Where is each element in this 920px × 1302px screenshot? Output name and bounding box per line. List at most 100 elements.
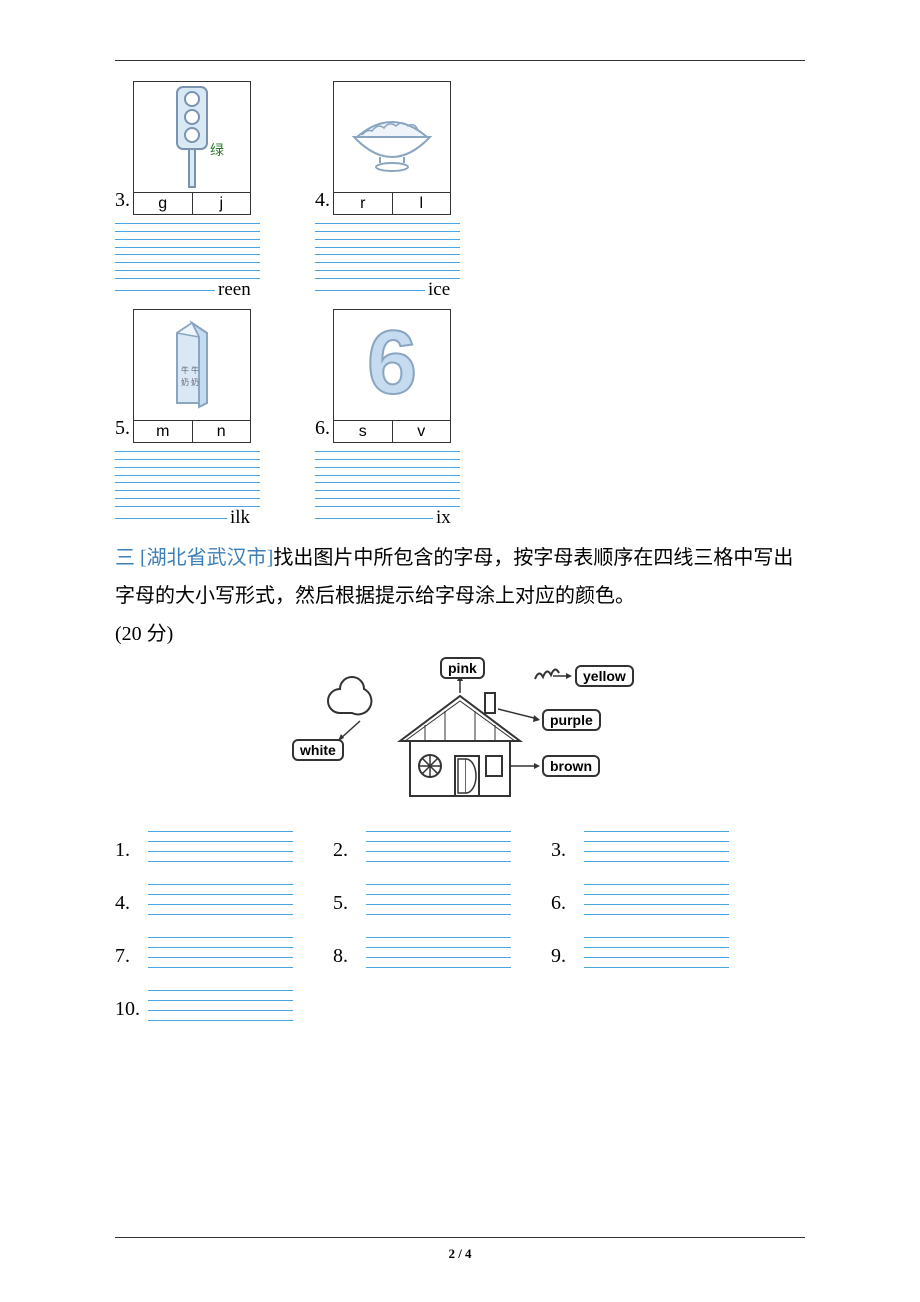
svg-text:牛: 牛 [191, 365, 199, 375]
blank-number: 5. [333, 884, 361, 915]
color-label-purple: purple [542, 709, 601, 731]
writing-lines[interactable] [315, 482, 460, 507]
blank-item: 10. [115, 990, 293, 1021]
suffix-text: ix [433, 507, 451, 529]
blank-item: 3. [551, 831, 729, 862]
number-six-icon: 6 [334, 310, 450, 420]
writing-lines[interactable] [584, 937, 729, 968]
item-top: 5. 牛 奶 牛 奶 m [115, 309, 260, 443]
writing-lines[interactable] [148, 831, 293, 862]
blank-number: 3. [551, 831, 579, 862]
letter-option[interactable]: m [134, 421, 193, 442]
writing-lines[interactable] [115, 223, 260, 248]
writing-lines[interactable] [584, 831, 729, 862]
letter-choices: s v [334, 420, 450, 442]
blank-item: 8. [333, 937, 511, 968]
suffix-text: ilk [227, 507, 250, 529]
letter-option[interactable]: j [193, 193, 251, 214]
svg-text:牛: 牛 [181, 365, 189, 375]
suffix-line [115, 290, 215, 291]
blank-number: 9. [551, 937, 579, 968]
blanks-row: 10. [115, 990, 805, 1021]
letter-option[interactable]: s [334, 421, 393, 442]
svg-text:6: 6 [367, 315, 417, 413]
blank-item: 6. [551, 884, 729, 915]
blank-number: 4. [115, 884, 143, 915]
suffix-row: ice [315, 279, 460, 301]
color-label-white: white [292, 739, 344, 761]
suffix-text: ice [425, 279, 450, 301]
letter-option[interactable]: n [193, 421, 251, 442]
suffix-row: ilk [115, 507, 260, 529]
writing-lines[interactable] [366, 831, 511, 862]
item-top: 6. 6 s v [315, 309, 460, 443]
milk-carton-icon: 牛 奶 牛 奶 [134, 310, 250, 420]
letter-option[interactable]: v [393, 421, 451, 442]
writing-lines[interactable] [366, 884, 511, 915]
blank-item: 9. [551, 937, 729, 968]
house-diagram: white pink yellow purple brown [270, 661, 650, 821]
writing-lines[interactable] [315, 254, 460, 279]
rice-bowl-icon [334, 82, 450, 192]
top-border [115, 60, 805, 61]
writing-lines[interactable] [148, 937, 293, 968]
writing-lines[interactable] [584, 884, 729, 915]
letter-option[interactable]: r [334, 193, 393, 214]
blank-number: 8. [333, 937, 361, 968]
color-label-pink: pink [440, 657, 485, 679]
blanks-row: 7. 8. 9. [115, 937, 805, 968]
image-box: 绿 g j [133, 81, 251, 215]
writing-lines[interactable] [115, 254, 260, 279]
suffix-row: ix [315, 507, 460, 529]
image-box: 牛 奶 牛 奶 m n [133, 309, 251, 443]
item-number: 4. [315, 189, 330, 215]
writing-lines[interactable] [315, 223, 460, 248]
suffix-text: reen [215, 279, 251, 301]
blanks-grid: 1. 2. 3. 4. 5. 6. [115, 831, 805, 1021]
page-number: 2 / 4 [448, 1246, 471, 1261]
writing-lines[interactable] [115, 451, 260, 476]
color-label-brown: brown [542, 755, 600, 777]
blank-number: 7. [115, 937, 143, 968]
blank-item: 2. [333, 831, 511, 862]
writing-lines[interactable] [148, 884, 293, 915]
section-number: 三 [115, 547, 135, 569]
blank-number: 10. [115, 990, 143, 1021]
suffix-line [315, 290, 425, 291]
writing-lines[interactable] [115, 482, 260, 507]
exercise-row-2: 5. 牛 奶 牛 奶 m [115, 309, 805, 529]
item-number: 3. [115, 189, 130, 215]
item-number: 5. [115, 417, 130, 443]
image-box: r l [333, 81, 451, 215]
item-top: 4. r l [315, 81, 460, 215]
letter-choices: m n [134, 420, 250, 442]
suffix-line [115, 518, 227, 519]
writing-lines[interactable] [366, 937, 511, 968]
exercise-item-5: 5. 牛 奶 牛 奶 m [115, 309, 260, 529]
section-region: [湖北省武汉市] [135, 547, 273, 569]
blank-item: 4. [115, 884, 293, 915]
writing-lines[interactable] [148, 990, 293, 1021]
letter-option[interactable]: l [393, 193, 451, 214]
blank-number: 6. [551, 884, 579, 915]
section-points: (20 分) [115, 617, 805, 646]
footer-line [115, 1237, 805, 1238]
exercise-item-4: 4. r l [315, 81, 460, 301]
traffic-green-text: 绿 [210, 140, 224, 160]
suffix-row: reen [115, 279, 260, 301]
writing-lines[interactable] [315, 451, 460, 476]
exercise-item-3: 3. 绿 g [115, 81, 260, 301]
letter-choices: g j [134, 192, 250, 214]
exercise-row-1: 3. 绿 g [115, 81, 805, 301]
letter-choices: r l [334, 192, 450, 214]
image-box: 6 s v [333, 309, 451, 443]
blank-item: 5. [333, 884, 511, 915]
item-top: 3. 绿 g [115, 81, 260, 215]
exercise-item-6: 6. 6 s v [315, 309, 460, 529]
blanks-row: 4. 5. 6. [115, 884, 805, 915]
blank-number: 1. [115, 831, 143, 862]
letter-option[interactable]: g [134, 193, 193, 214]
blank-item: 7. [115, 937, 293, 968]
svg-text:奶: 奶 [181, 377, 189, 387]
color-label-yellow: yellow [575, 665, 634, 687]
